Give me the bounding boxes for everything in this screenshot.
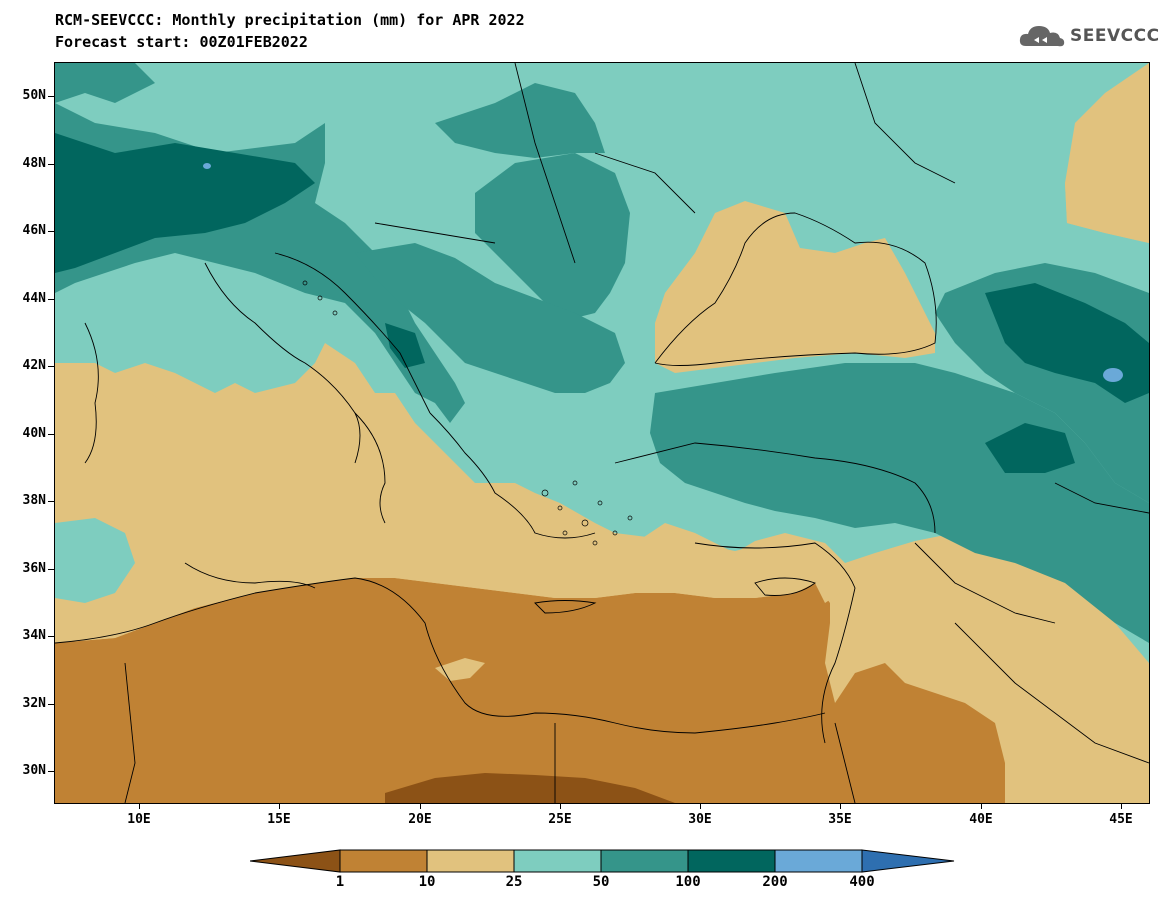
colorbar-label: 50 xyxy=(592,874,610,890)
region-100-200-alps xyxy=(55,133,315,273)
colorbar-label: 100 xyxy=(675,874,701,890)
lat-label: 44N xyxy=(22,291,46,306)
colorbar-swatch-100-200 xyxy=(687,849,776,873)
colorbar-label: 10 xyxy=(418,874,436,890)
region-east-tan xyxy=(1065,63,1149,243)
region-50-100-north-east xyxy=(435,83,605,158)
colorbar-swatch-gt400 xyxy=(861,849,955,873)
region-100-200-adriatic xyxy=(385,323,425,368)
region-10-25-egypt-inlet xyxy=(435,658,485,681)
colorbar-swatch-200-400 xyxy=(774,849,863,873)
cloud-icon xyxy=(1019,26,1065,47)
region-25-50-tunisia xyxy=(55,518,135,603)
colorbar-label: 200 xyxy=(762,874,788,890)
lon-label: 30E xyxy=(688,812,712,827)
colorbar-swatch-1-10 xyxy=(339,849,428,873)
colorbar-swatches xyxy=(249,849,955,873)
lat-label: 36N xyxy=(22,561,46,576)
lon-label: 10E xyxy=(127,812,151,827)
lat-label: 42N xyxy=(22,358,46,373)
lat-label: 38N xyxy=(22,493,46,508)
seevccc-logo: SEEVCCC xyxy=(1018,22,1160,50)
colorbar-swatch-50-100 xyxy=(600,849,689,873)
lon-label: 45E xyxy=(1109,812,1133,827)
lat-label: 32N xyxy=(22,696,46,711)
colorbar-swatch-10-25 xyxy=(426,849,515,873)
lat-label: 30N xyxy=(22,763,46,778)
precipitation-field xyxy=(55,63,1149,803)
logo-text: SEEVCCC xyxy=(1070,26,1160,46)
region-50-100-balkans xyxy=(355,243,625,393)
colorbar-label: 1 xyxy=(335,874,345,890)
colorbar-label: 25 xyxy=(505,874,523,890)
lon-label: 25E xyxy=(548,812,572,827)
lat-label: 34N xyxy=(22,628,46,643)
lon-label: 35E xyxy=(828,812,852,827)
forecast-start-label: Forecast start: 00Z01FEB2022 xyxy=(55,33,308,51)
region-200-400-alps xyxy=(203,163,211,169)
region-100-200-turkey-east xyxy=(985,423,1075,473)
colorbar-swatch-lt1 xyxy=(249,849,341,873)
aegean-islands xyxy=(302,280,633,546)
map-title: RCM-SEEVCCC: Monthly precipitation (mm) … xyxy=(55,11,525,29)
lat-label: 48N xyxy=(22,156,46,171)
lat-label: 46N xyxy=(22,223,46,238)
precipitation-map[interactable] xyxy=(54,62,1150,804)
region-black-sea xyxy=(655,201,935,373)
region-1-10-north-africa xyxy=(55,578,1005,803)
coastlines-and-borders xyxy=(55,63,1149,803)
lat-label: 50N xyxy=(22,88,46,103)
region-lt1-sahara xyxy=(385,773,675,803)
lon-label: 20E xyxy=(408,812,432,827)
region-50-100-west xyxy=(55,63,155,103)
colorbar xyxy=(249,848,955,878)
colorbar-label: 400 xyxy=(849,874,875,890)
region-200-400-lake xyxy=(1103,368,1123,382)
region-50-100-carpathian xyxy=(475,153,630,318)
lon-label: 15E xyxy=(267,812,291,827)
lon-label: 40E xyxy=(969,812,993,827)
region-10-25-south xyxy=(55,363,855,643)
colorbar-swatch-25-50 xyxy=(513,849,602,873)
lat-label: 40N xyxy=(22,426,46,441)
